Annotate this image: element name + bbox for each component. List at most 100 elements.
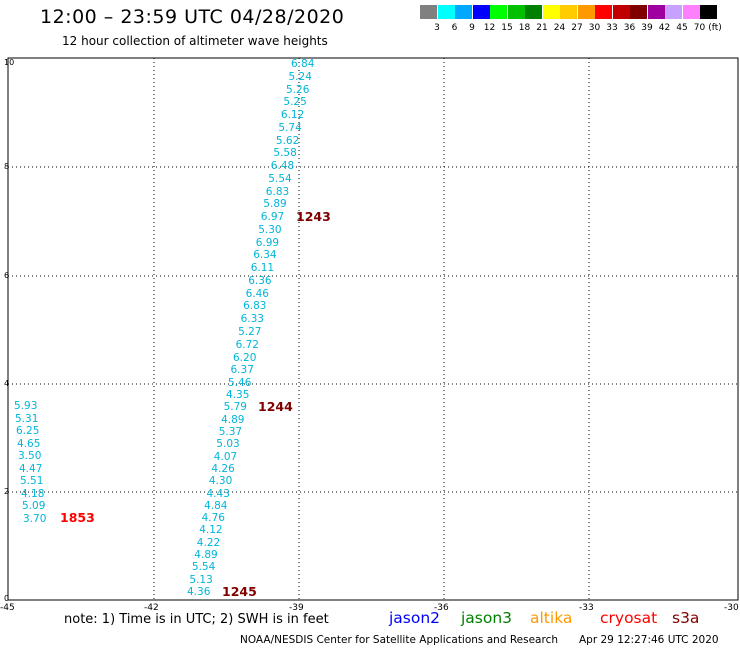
- wave-height-value: 6.34: [253, 249, 277, 262]
- legend-unit: (ft): [708, 23, 722, 33]
- legend-label: 27: [571, 23, 583, 33]
- satellite-name: jason3: [461, 609, 513, 627]
- wave-height-value: 4.26: [211, 462, 235, 475]
- wave-height-value: 6.83: [243, 300, 267, 313]
- legend-swatch: [420, 5, 437, 19]
- wave-height-value: 6.11: [250, 262, 275, 275]
- legend-swatch: [525, 5, 542, 19]
- legend-swatch: [542, 5, 560, 19]
- legend-swatch: [455, 5, 472, 19]
- wave-height-value: 6.37: [230, 364, 254, 377]
- footer-note: note: 1) Time is in UTC; 2) SWH is in fe…: [64, 612, 329, 627]
- wave-height-value: 5.46: [228, 377, 252, 389]
- satellite-name: jason2: [389, 609, 441, 627]
- wave-height-value: 4.43: [206, 487, 230, 500]
- footer-credit: NOAA/NESDIS Center for Satellite Applica…: [240, 634, 558, 646]
- legend-label: 21: [536, 23, 548, 33]
- map-subtitle: 12 hour collection of altimeter wave hei…: [62, 34, 328, 48]
- wave-height-value: 5.25: [283, 96, 307, 109]
- x-tick-label: -33: [579, 603, 594, 613]
- legend-swatch: [577, 5, 595, 19]
- legend-label: 15: [501, 23, 513, 33]
- satellite-name: cryosat: [600, 609, 658, 627]
- legend-label: 9: [469, 23, 475, 33]
- wave-height-value: 5.31: [15, 412, 39, 425]
- legend-label: 18: [518, 23, 531, 33]
- pass-number-label: 1245: [222, 584, 257, 599]
- wave-height-value: 4.89: [221, 413, 245, 426]
- wave-height-value: 6.46: [245, 287, 269, 300]
- legend-swatch: [472, 5, 490, 19]
- wave-height-value: 6.33: [240, 313, 264, 326]
- wave-height-value: 5.51: [20, 475, 44, 488]
- wave-height-value: 3.70: [23, 513, 47, 525]
- wave-height-value: 6.48: [270, 160, 295, 173]
- legend-swatch: [560, 5, 577, 19]
- legend-label: 3: [434, 23, 440, 33]
- wave-height-value: 5.03: [216, 438, 240, 451]
- wave-height-value: 4.07: [213, 450, 238, 463]
- wave-height-value: 4.35: [226, 389, 250, 401]
- y-tick-label: 6: [4, 271, 10, 280]
- satellite-name: s3a: [672, 609, 700, 627]
- legend-label: 12: [483, 23, 496, 33]
- wave-height-value: 5.58: [273, 147, 297, 160]
- wave-height-value: 5.93: [14, 400, 38, 412]
- wave-height-value: 4.18: [21, 487, 45, 500]
- wave-height-value: 6.20: [233, 351, 257, 364]
- legend-swatch: [647, 5, 665, 19]
- legend-swatch: [507, 5, 525, 19]
- legend-label: 42: [658, 23, 671, 33]
- wave-height-value: 4.65: [17, 437, 41, 450]
- legend-swatch: [437, 5, 455, 19]
- gridlines: [8, 58, 738, 600]
- legend-label: 70: [693, 23, 706, 33]
- wave-height-value: 5.54: [268, 172, 292, 185]
- wave-height-value: 5.54: [191, 561, 216, 574]
- wave-height-value: 4.89: [194, 549, 218, 562]
- wave-height-value: 5.09: [22, 500, 46, 513]
- legend-label: 24: [553, 23, 566, 33]
- wave-height-value: 4.76: [201, 512, 225, 525]
- legend-label: 33: [606, 23, 618, 33]
- wave-height-value: 6.99: [255, 236, 280, 249]
- wave-height-value: 4.30: [208, 475, 233, 488]
- legend-swatch: [490, 5, 507, 19]
- legend-swatch: [682, 5, 700, 19]
- wave-height-value: 5.79: [223, 401, 247, 414]
- wave-height-value: 4.12: [199, 524, 223, 537]
- pass-number-label: 1244: [258, 399, 293, 414]
- x-tick-label: -30: [724, 603, 739, 613]
- x-tick-label: -45: [0, 603, 15, 613]
- wave-height-value: 4.47: [19, 462, 43, 475]
- wave-height-value: 4.22: [196, 536, 221, 549]
- x-tick-label: -42: [144, 603, 159, 613]
- wave-height-value: 5.27: [238, 326, 262, 338]
- wave-height-value: 5.13: [189, 573, 213, 586]
- x-tick-label: -36: [434, 603, 449, 613]
- wave-height-value: 4.36: [187, 586, 211, 598]
- legend-label: 39: [641, 23, 653, 33]
- wave-height-value: 6.84: [291, 58, 315, 70]
- wave-height-value: 6.36: [248, 274, 272, 287]
- map-title: 12:00 – 23:59 UTC 04/28/2020: [40, 6, 345, 28]
- wave-height-value: 5.89: [263, 198, 287, 211]
- wave-height-value: 3.50: [18, 450, 42, 463]
- legend-swatch: [612, 5, 630, 19]
- wave-height-value: 5.62: [275, 134, 300, 147]
- pass-number-label: 1853: [60, 510, 95, 525]
- legend-label: 30: [588, 23, 601, 33]
- wave-height-value: 6.25: [16, 425, 40, 438]
- wave-height-value: 5.37: [218, 425, 243, 438]
- wave-height-value: 6.97: [260, 211, 285, 224]
- wave-height-value: 5.74: [278, 121, 302, 134]
- y-tick-label: 4: [4, 379, 10, 388]
- legend-swatch: [630, 5, 647, 19]
- wave-height-value: 6.12: [280, 109, 305, 121]
- legend-label: 36: [623, 23, 636, 33]
- wave-height-value: 5.24: [288, 70, 312, 83]
- wave-height-value: 4.84: [204, 499, 228, 512]
- wave-height-value: 5.26: [286, 83, 310, 96]
- legend-swatch: [700, 5, 717, 19]
